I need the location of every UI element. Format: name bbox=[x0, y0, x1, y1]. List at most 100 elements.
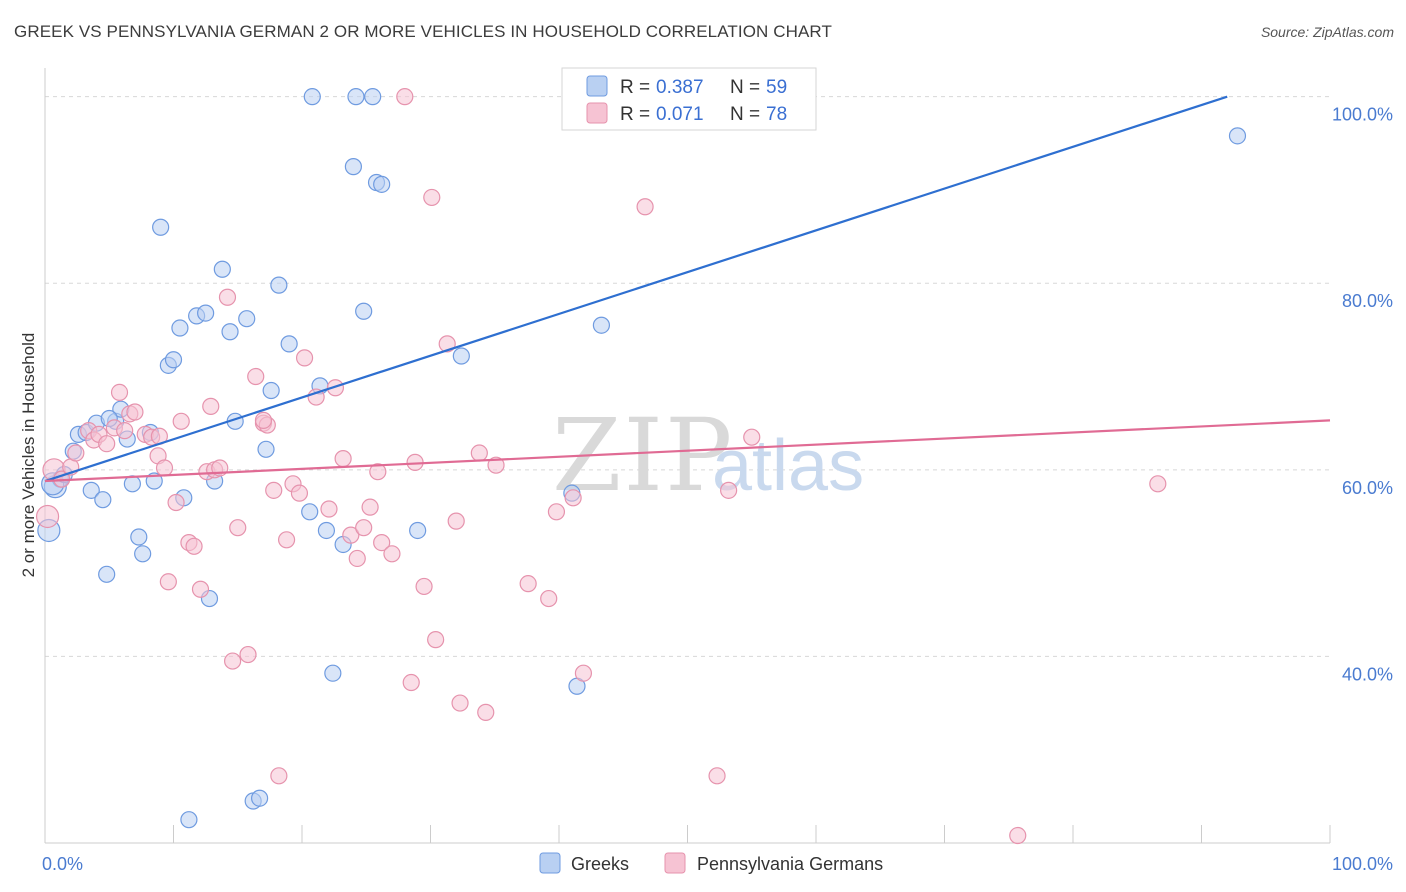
bottom-legend-greeks-swatch bbox=[539, 852, 561, 874]
bottom-legend-greeks-label: Greeks bbox=[571, 854, 629, 874]
greeks-point-49 bbox=[409, 521, 427, 540]
bottom-legend-pg-label: Pennsylvania Germans bbox=[697, 854, 883, 874]
pennsylvania-germans-point-41 bbox=[295, 349, 314, 367]
pennsylvania-germans-point-72 bbox=[720, 481, 738, 499]
pennsylvania-germans-point-53 bbox=[396, 88, 414, 106]
legend-pg-r-label: R = bbox=[620, 104, 650, 125]
greeks-point-8 bbox=[94, 491, 112, 509]
greeks-point-45 bbox=[355, 302, 373, 320]
pennsylvania-germans-point-54 bbox=[402, 673, 420, 692]
bottom-legend-pg-swatch bbox=[664, 852, 686, 874]
y-tick-label-60: 60.0% bbox=[1342, 478, 1393, 498]
pennsylvania-germans-point-31 bbox=[229, 519, 247, 537]
pennsylvania-germans-point-10 bbox=[110, 383, 129, 401]
legend-pg-swatch bbox=[586, 102, 608, 124]
greeks-point-58 bbox=[1228, 127, 1247, 145]
x-tick-labels: 0.0% 100.0% bbox=[42, 854, 1393, 874]
pennsylvania-germans-point-8 bbox=[98, 435, 116, 453]
pennsylvania-germans-point-40 bbox=[290, 484, 309, 502]
pennsylvania-germans-point-63 bbox=[477, 703, 495, 721]
pennsylvania-germans-point-65 bbox=[519, 575, 537, 593]
pennsylvania-germans-point-21 bbox=[172, 412, 190, 430]
pennsylvania-germans-point-20 bbox=[167, 493, 185, 512]
pennsylvania-germans-point-61 bbox=[451, 694, 469, 712]
greeks-point-20 bbox=[171, 319, 189, 337]
pennsylvania-germans-point-0 bbox=[35, 504, 60, 529]
greeks-point-44 bbox=[347, 88, 365, 106]
pennsylvania-germans-point-49 bbox=[361, 498, 379, 516]
pennsylvania-germans-point-47 bbox=[348, 549, 366, 568]
x-tick-label-min: 0.0% bbox=[42, 854, 83, 874]
y-tick-labels: 40.0% 60.0% 80.0% 100.0% bbox=[1332, 105, 1393, 685]
pennsylvania-germans-point-43 bbox=[320, 500, 338, 518]
greeks-point-41 bbox=[324, 664, 342, 682]
greeks-point-34 bbox=[262, 381, 280, 400]
chart-title: GREEK VS PENNSYLVANIA GERMAN 2 OR MORE V… bbox=[14, 22, 832, 41]
greeks-point-35 bbox=[270, 276, 288, 294]
greeks-point-30 bbox=[238, 310, 256, 328]
pennsylvania-germans-point-77 bbox=[254, 411, 273, 429]
greeks-point-54 bbox=[98, 565, 116, 583]
greeks-trend-line bbox=[44, 95, 1228, 483]
pennsylvania-germans-point-33 bbox=[247, 367, 265, 386]
pennsylvania-germans-point-52 bbox=[383, 545, 401, 563]
pennsylvania-germans-point-19 bbox=[159, 573, 177, 591]
greeks-point-40 bbox=[317, 521, 336, 540]
pennsylvania-germans-point-13 bbox=[126, 403, 144, 421]
legend-pg-n-label: N = bbox=[730, 104, 760, 125]
pennsylvania-germans-point-56 bbox=[415, 577, 433, 596]
bottom-legend: Greeks Pennsylvania Germans bbox=[539, 852, 883, 874]
greeks-point-32 bbox=[250, 789, 269, 807]
pennsylvania-germans-point-24 bbox=[191, 580, 210, 598]
y-tick-label-80: 80.0% bbox=[1342, 291, 1393, 311]
pennsylvania-germans-point-48 bbox=[355, 519, 373, 537]
pennsylvania-germans-point-11 bbox=[116, 422, 134, 440]
greeks-point-53 bbox=[592, 316, 611, 334]
pennsylvania-germans-point-32 bbox=[239, 645, 257, 664]
pennsylvania-germans-point-66 bbox=[540, 589, 558, 608]
y-tick-label-40: 40.0% bbox=[1342, 664, 1393, 684]
pennsylvania-germans-point-26 bbox=[202, 397, 220, 415]
legend-pg-n-value: 78 bbox=[766, 104, 787, 125]
greeks-point-13 bbox=[130, 528, 148, 546]
pennsylvania-germans-point-37 bbox=[270, 767, 288, 785]
pennsylvania-germans-point-71 bbox=[708, 767, 726, 785]
greeks-point-14 bbox=[134, 545, 152, 563]
pennsylvania-germans-point-4 bbox=[67, 444, 85, 462]
x-tick-label-max: 100.0% bbox=[1332, 854, 1393, 874]
pennsylvania-germans-point-76 bbox=[1149, 475, 1167, 493]
pennsylvania-germans-trend-line bbox=[44, 419, 1331, 483]
grid-lines bbox=[45, 96, 1330, 657]
greeks-point-48 bbox=[373, 175, 391, 193]
greeks-point-37 bbox=[301, 503, 319, 521]
greeks-point-36 bbox=[280, 335, 298, 353]
greeks-point-46 bbox=[364, 88, 382, 106]
greeks-point-27 bbox=[213, 260, 231, 278]
legend-greeks-n-value: 59 bbox=[766, 77, 787, 98]
pennsylvania-germans-point-57 bbox=[423, 188, 441, 207]
legend-greeks-swatch bbox=[586, 75, 608, 97]
watermark-atlas: atlas bbox=[712, 426, 864, 506]
greeks-point-17 bbox=[152, 218, 170, 236]
pennsylvania-germans-point-67 bbox=[547, 503, 566, 521]
pennsylvania-germans-point-60 bbox=[447, 512, 465, 530]
pennsylvania-germans-point-73 bbox=[743, 428, 761, 446]
pennsylvania-germans-point-62 bbox=[470, 444, 488, 462]
pennsylvania-germans-point-18 bbox=[155, 459, 174, 477]
source-label: Source: ZipAtlas.com bbox=[1260, 24, 1394, 40]
pennsylvania-germans-point-70 bbox=[636, 198, 654, 216]
pennsylvania-germans-point-29 bbox=[218, 288, 237, 306]
legend-greeks-n-label: N = bbox=[730, 77, 760, 98]
greeks-point-19 bbox=[164, 351, 183, 369]
pennsylvania-germans-points bbox=[35, 88, 1167, 845]
y-tick-label-100: 100.0% bbox=[1332, 105, 1393, 125]
pennsylvania-germans-point-75 bbox=[1009, 826, 1027, 845]
pennsylvania-germans-point-69 bbox=[574, 664, 593, 682]
pennsylvania-germans-point-46 bbox=[342, 526, 360, 544]
top-legend: R = 0.387 N = 59 R = 0.071 N = 78 bbox=[561, 67, 817, 131]
greeks-point-24 bbox=[197, 304, 215, 322]
greeks-point-50 bbox=[452, 347, 470, 365]
pennsylvania-germans-point-50 bbox=[369, 463, 387, 481]
legend-greeks-r-value: 0.387 bbox=[656, 77, 704, 98]
